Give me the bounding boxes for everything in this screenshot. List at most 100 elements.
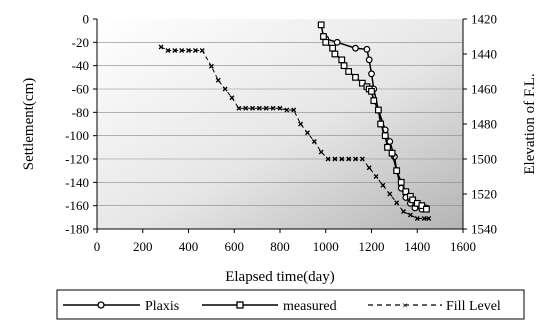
point-mark-stroke: [366, 165, 372, 171]
point-fill-level: [387, 191, 393, 197]
point-fill-level: [165, 48, 171, 53]
point-fill-level: [414, 216, 420, 221]
point-fill-level: [421, 216, 427, 221]
x-tick-label: 600: [225, 239, 245, 254]
point-measured: [402, 188, 410, 196]
point-mark-stroke: [387, 191, 393, 197]
point-fill-level: [243, 105, 249, 111]
legend-measured-marker: [236, 301, 244, 309]
point-fill-level: [394, 200, 400, 206]
point-mark-stroke: [359, 156, 365, 162]
x-tick-label: 400: [179, 239, 199, 254]
point-plaxis: [386, 138, 394, 145]
point-mark-stroke: [186, 48, 191, 53]
point-mark-stroke: [208, 63, 214, 69]
point-fill-level: [304, 130, 310, 136]
point-fill-level: [277, 105, 283, 111]
point-plaxis: [365, 56, 373, 64]
point-mark-stroke: [263, 105, 269, 111]
point-measured: [340, 62, 348, 70]
point-mark-stroke: [199, 48, 205, 53]
point-plaxis: [368, 70, 375, 78]
x-tick-label: 1000: [313, 239, 339, 254]
y2-tick-label: 1500: [471, 152, 497, 167]
point-mark-stroke: [236, 105, 242, 111]
y-tick-label: -80: [72, 105, 89, 120]
point-mark-stroke: [284, 107, 290, 113]
point-mark-stroke: [332, 156, 338, 162]
y-tick-label: -20: [72, 35, 89, 50]
point-mark-stroke: [426, 216, 432, 221]
point-mark-stroke: [318, 149, 324, 155]
point-mark-stroke: [158, 44, 164, 50]
point-plaxis: [352, 44, 359, 52]
point-fill-level: [284, 107, 290, 113]
legend-plaxis-label: Plaxis: [145, 299, 179, 314]
point-measured: [418, 202, 426, 210]
x-tick-label: 1200: [359, 239, 385, 254]
y-tick-label: -120: [65, 152, 89, 167]
point-measured: [338, 56, 346, 64]
point-fill-level: [325, 156, 331, 162]
point-fill-level: [270, 105, 276, 111]
point-mark-stroke: [270, 105, 276, 111]
point-fill-level: [401, 209, 406, 214]
point-mark-stroke: [215, 77, 221, 83]
point-fill-level: [236, 105, 242, 111]
y2-tick-label: 1440: [471, 47, 497, 62]
point-mark-stroke: [325, 156, 331, 162]
point-measured: [331, 50, 339, 58]
point-mark-stroke: [165, 48, 171, 53]
point-mark-stroke: [222, 86, 228, 92]
labels: Elapsed time(day) Settlement(cm) Elevati…: [21, 73, 538, 285]
point-measured: [388, 149, 396, 157]
point-measured: [322, 38, 330, 46]
y-tick-label: -60: [72, 82, 89, 97]
point-fill-level: [346, 156, 352, 162]
point-fill-level: [199, 48, 205, 53]
point-mark-stroke: [421, 216, 427, 221]
point-fill-level: [256, 105, 262, 111]
point-measured: [377, 120, 385, 128]
point-fill-level: [172, 48, 178, 53]
point-mark-stroke: [256, 105, 262, 111]
y2-tick-label: 1480: [471, 117, 497, 132]
point-mark-stroke: [373, 174, 379, 179]
point-mark-stroke: [311, 139, 317, 144]
point-mark-stroke: [304, 130, 310, 136]
point-measured: [384, 143, 391, 151]
point-mark-stroke: [192, 48, 198, 53]
point-measured: [320, 33, 327, 40]
point-measured: [393, 167, 401, 175]
point-mark-stroke: [339, 156, 345, 162]
point-measured: [345, 68, 353, 75]
point-fill-level: [291, 107, 297, 113]
point-measured: [381, 132, 389, 140]
point-mark-stroke: [243, 105, 249, 111]
y-axis-title: Settlement(cm): [21, 78, 37, 170]
point-mark-stroke: [172, 48, 178, 53]
x-tick-label: 1600: [450, 239, 476, 254]
point-fill-level: [332, 156, 338, 162]
point-mark-stroke: [414, 216, 420, 221]
point-fill-level: [222, 86, 228, 92]
point-measured: [374, 106, 382, 114]
point-fill-level: [215, 77, 221, 83]
point-mark-stroke: [346, 156, 352, 162]
point-measured: [423, 205, 430, 213]
point-fill-level: [426, 216, 432, 221]
legend-fill-marker: ×: [402, 300, 408, 312]
y2-tick-label: 1520: [471, 187, 497, 202]
legend-plaxis-marker: [97, 301, 105, 309]
point-plaxis: [333, 38, 341, 46]
point-fill-level: [353, 156, 358, 162]
point-mark-stroke: [291, 107, 297, 113]
point-measured: [397, 178, 405, 186]
point-fill-level: [366, 165, 372, 171]
x-axis-title: Elapsed time(day): [225, 269, 335, 285]
y-tick-label: -140: [65, 175, 89, 190]
point-fill-level: [208, 63, 214, 69]
point-fill-level: [179, 48, 185, 53]
y2-tick-label: 1540: [471, 222, 497, 237]
y-tick-label: -180: [65, 222, 89, 237]
